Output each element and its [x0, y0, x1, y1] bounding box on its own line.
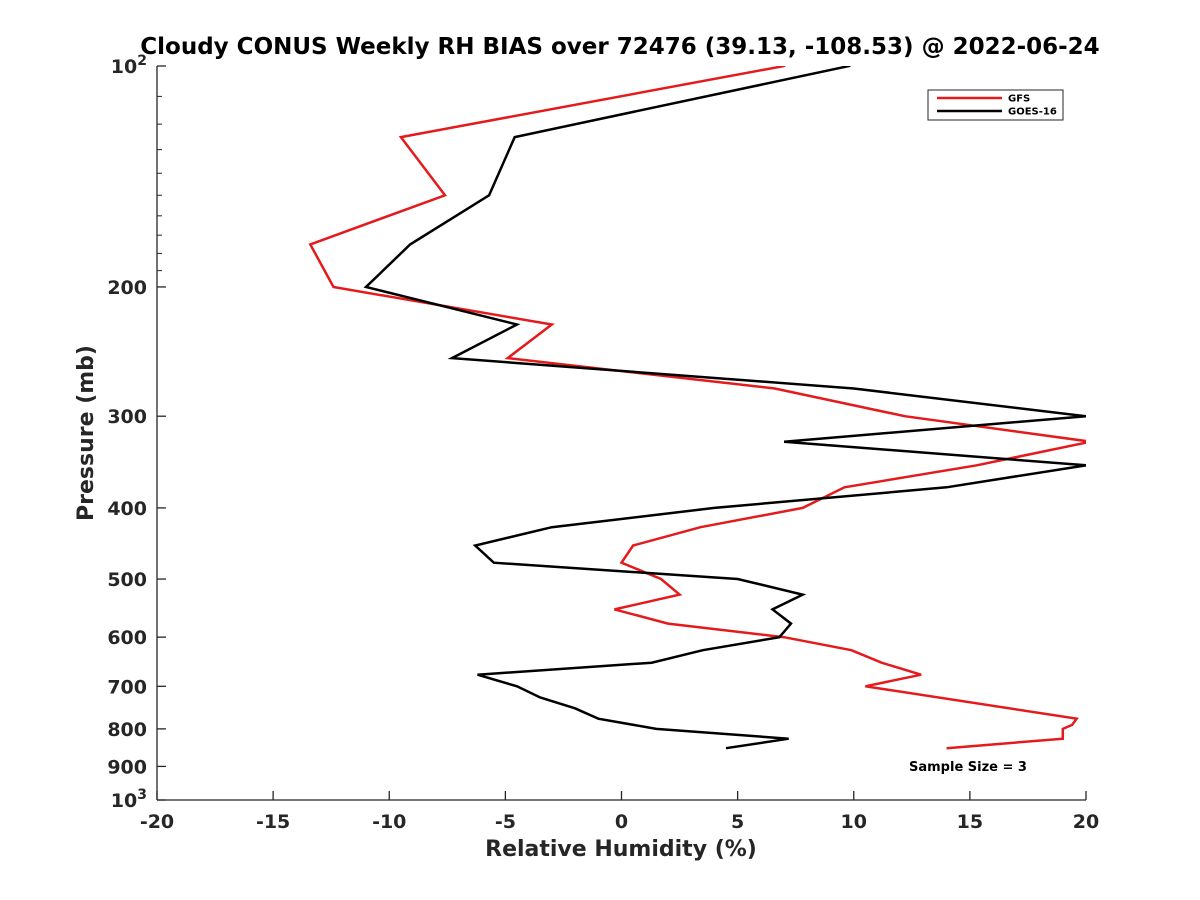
chart-title: Cloudy CONUS Weekly RH BIAS over 72476 (… — [140, 34, 1099, 60]
y-tick-label: 600 — [107, 627, 147, 649]
y-tick-label: 800 — [107, 719, 147, 741]
x-tick-label: 10 — [841, 811, 867, 833]
legend-label-goes16: GOES-16 — [1008, 107, 1057, 118]
series-line-gfs — [308, 66, 1086, 750]
y-axis-label: Pressure (mb) — [74, 345, 99, 521]
x-tick-label: 20 — [1073, 811, 1099, 833]
x-tick-label: 15 — [957, 811, 983, 833]
legend-label-gfs: GFS — [1008, 94, 1030, 105]
legend: GFS GOES-16 — [927, 89, 1064, 121]
y-tick-label: 102 — [111, 53, 147, 78]
x-tick-label: 0 — [615, 811, 628, 833]
tick-labels: -20 -15 -10 -5 0 5 10 15 20 102 200 300 400 500 600 700… — [107, 53, 1099, 833]
x-tick-label: -15 — [256, 811, 290, 833]
axes — [156, 65, 1087, 801]
x-tick-label: -10 — [372, 811, 406, 833]
y-tick-label: 300 — [107, 406, 147, 428]
y-tick-label: 103 — [111, 787, 147, 812]
x-tick-label: -20 — [140, 811, 174, 833]
y-tick-label: 500 — [107, 569, 147, 591]
y-tick-label: 400 — [107, 498, 147, 520]
x-axis-label: Relative Humidity (%) — [485, 837, 757, 862]
x-tick-label: -5 — [495, 811, 516, 833]
y-tick-label: 900 — [107, 756, 147, 778]
series-layer — [308, 66, 1086, 750]
legend-box — [927, 89, 1064, 121]
series-line-goes16 — [363, 66, 1086, 750]
y-tick-label: 700 — [107, 676, 147, 698]
x-tick-label: 5 — [731, 811, 744, 833]
sample-size-annotation: Sample Size = 3 — [909, 760, 1027, 775]
y-tick-label: 200 — [107, 277, 147, 299]
